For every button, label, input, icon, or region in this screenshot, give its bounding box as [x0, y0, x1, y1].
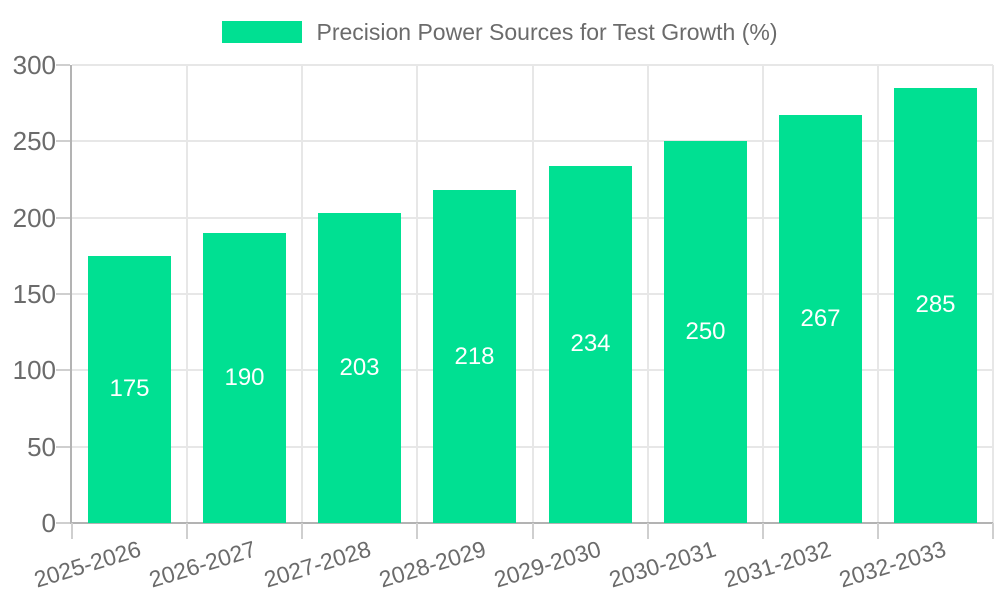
x-axis-label: 2028-2029	[375, 535, 489, 593]
x-gridline	[761, 65, 764, 523]
bar[interactable]	[894, 87, 977, 523]
x-axis-tick	[416, 523, 419, 539]
x-axis-label: 2027-2028	[260, 535, 374, 593]
legend-series-label: Precision Power Sources for Test Growth …	[316, 18, 778, 45]
x-gridline	[416, 65, 419, 523]
bar[interactable]	[433, 190, 516, 523]
x-axis-tick	[301, 523, 304, 539]
bar-value-label: 190	[224, 363, 265, 391]
y-axis-label: 300	[12, 50, 56, 80]
y-axis-label: 100	[12, 355, 56, 386]
x-axis-tick	[761, 523, 764, 539]
x-gridline	[186, 65, 189, 523]
x-axis-tick	[531, 523, 534, 539]
x-axis-label: 2031-2032	[721, 535, 835, 593]
x-gridline	[531, 65, 534, 523]
bar[interactable]	[549, 165, 632, 523]
y-axis-tick	[56, 522, 70, 524]
y-axis-line	[70, 65, 72, 523]
bar-value-label: 285	[915, 291, 956, 319]
y-axis-label: 0	[41, 508, 56, 538]
bar-value-label: 250	[685, 318, 726, 346]
x-axis-label: 2026-2027	[145, 535, 259, 593]
x-axis-tick	[876, 523, 879, 539]
x-axis-tick	[186, 523, 189, 539]
bar-value-label: 175	[109, 375, 150, 403]
y-axis-tick	[56, 140, 70, 143]
y-axis-label: 200	[12, 202, 56, 233]
bar[interactable]	[779, 115, 862, 523]
y-axis-label: 150	[12, 279, 56, 309]
x-axis-tick	[992, 523, 994, 539]
y-axis-label: 250	[12, 126, 56, 157]
x-axis-label: 2030-2031	[606, 535, 719, 593]
y-axis-tick	[56, 216, 70, 219]
legend[interactable]: Precision Power Sources for Test Growth …	[0, 16, 1000, 48]
legend-color-swatch	[222, 21, 303, 43]
bar-value-label: 203	[339, 354, 380, 382]
y-axis-tick	[56, 64, 70, 66]
bar[interactable]	[318, 213, 401, 523]
y-axis-tick	[56, 293, 70, 295]
x-axis-label: 2025-2026	[30, 535, 144, 593]
bar[interactable]	[203, 232, 286, 523]
x-axis-label: 2032-2033	[836, 535, 950, 593]
x-gridline	[646, 65, 649, 523]
bar-value-label: 267	[800, 305, 841, 333]
bar[interactable]	[88, 255, 171, 523]
x-gridline	[301, 65, 304, 523]
bar-value-label: 218	[454, 342, 495, 370]
y-axis-tick	[56, 369, 70, 372]
x-axis-label: 2029-2030	[491, 535, 604, 593]
x-gridline	[992, 65, 994, 523]
bar[interactable]	[664, 141, 747, 523]
bar-value-label: 234	[570, 330, 611, 358]
y-axis-tick	[56, 445, 70, 448]
x-axis-tick	[646, 523, 649, 539]
y-axis-label: 50	[27, 431, 56, 462]
x-gridline	[876, 65, 879, 523]
x-axis-tick	[71, 523, 73, 539]
